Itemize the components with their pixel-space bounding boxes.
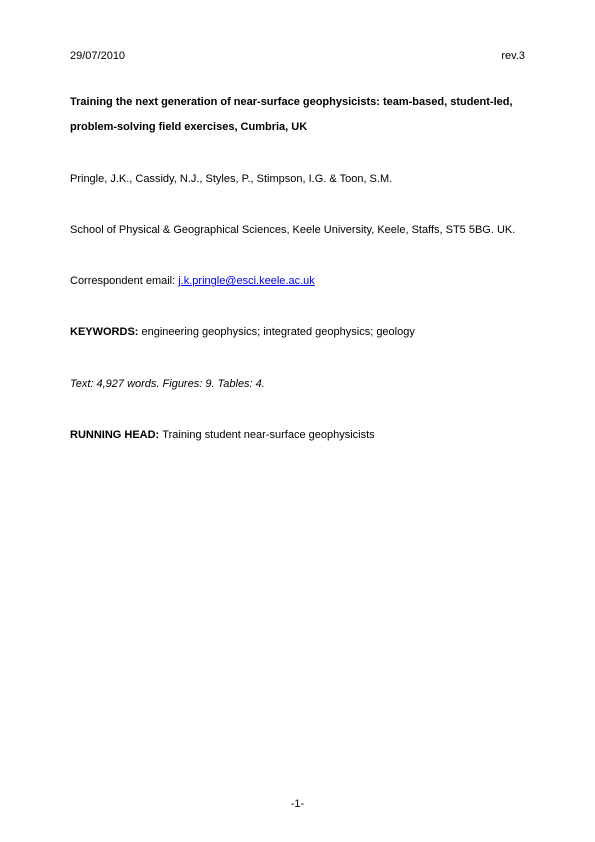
- revision-text: rev.3: [501, 50, 525, 62]
- correspondent-email-link[interactable]: j.k.pringle@esci.keele.ac.uk: [178, 275, 315, 287]
- date-text: 29/07/2010: [70, 50, 125, 62]
- running-head-label: RUNNING HEAD:: [70, 429, 162, 441]
- header-row: 29/07/2010 rev.3: [70, 50, 525, 62]
- keywords-label: KEYWORDS:: [70, 326, 142, 338]
- correspondent-label: Correspondent email:: [70, 275, 178, 287]
- page-number: -1-: [0, 798, 595, 810]
- correspondent-line: Correspondent email: j.k.pringle@esci.ke…: [70, 269, 525, 294]
- running-head-line: RUNNING HEAD: Training student near-surf…: [70, 423, 525, 448]
- authors-line: Pringle, J.K., Cassidy, N.J., Styles, P.…: [70, 167, 525, 192]
- document-title: Training the next generation of near-sur…: [70, 90, 525, 141]
- keywords-text: engineering geophysics; integrated geoph…: [142, 326, 415, 338]
- running-head-text: Training student near-surface geophysici…: [162, 429, 374, 441]
- affiliation-line: School of Physical & Geographical Scienc…: [70, 218, 525, 243]
- stats-line: Text: 4,927 words. Figures: 9. Tables: 4…: [70, 372, 525, 397]
- keywords-line: KEYWORDS: engineering geophysics; integr…: [70, 320, 525, 345]
